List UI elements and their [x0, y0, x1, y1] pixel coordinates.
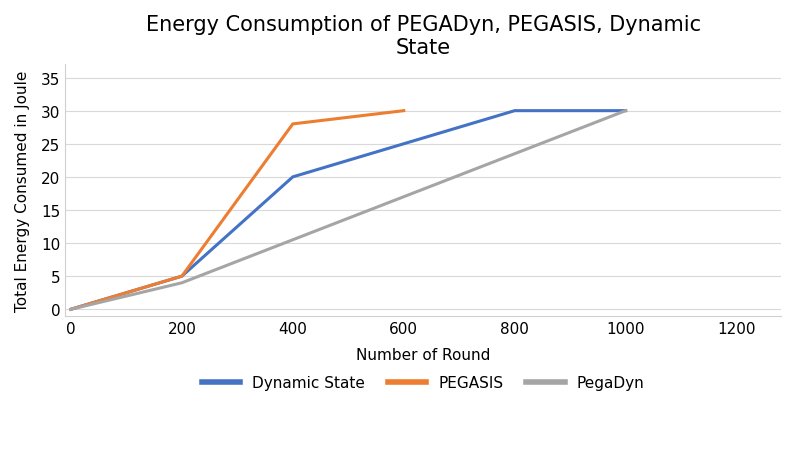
PegaDyn — [177, 281, 186, 286]
PegaDyn — [66, 307, 76, 312]
Dynamic State — [621, 109, 630, 114]
PEGASIS — [399, 109, 408, 114]
X-axis label: Number of Round: Number of Round — [356, 347, 490, 362]
Dynamic State — [510, 109, 520, 114]
Line: Dynamic State: Dynamic State — [71, 111, 626, 309]
Dynamic State — [288, 175, 298, 180]
Line: PEGASIS: PEGASIS — [71, 111, 404, 309]
PEGASIS — [177, 274, 186, 279]
Line: PegaDyn: PegaDyn — [71, 111, 626, 309]
PEGASIS — [288, 122, 298, 127]
Dynamic State — [66, 307, 76, 312]
Legend: Dynamic State, PEGASIS, PegaDyn: Dynamic State, PEGASIS, PegaDyn — [196, 369, 650, 396]
Dynamic State — [177, 274, 186, 279]
Title: Energy Consumption of PEGADyn, PEGASIS, Dynamic
State: Energy Consumption of PEGADyn, PEGASIS, … — [146, 15, 700, 58]
Y-axis label: Total Energy Consumed in Joule: Total Energy Consumed in Joule — [15, 70, 30, 311]
PegaDyn — [621, 109, 630, 114]
PEGASIS — [66, 307, 76, 312]
